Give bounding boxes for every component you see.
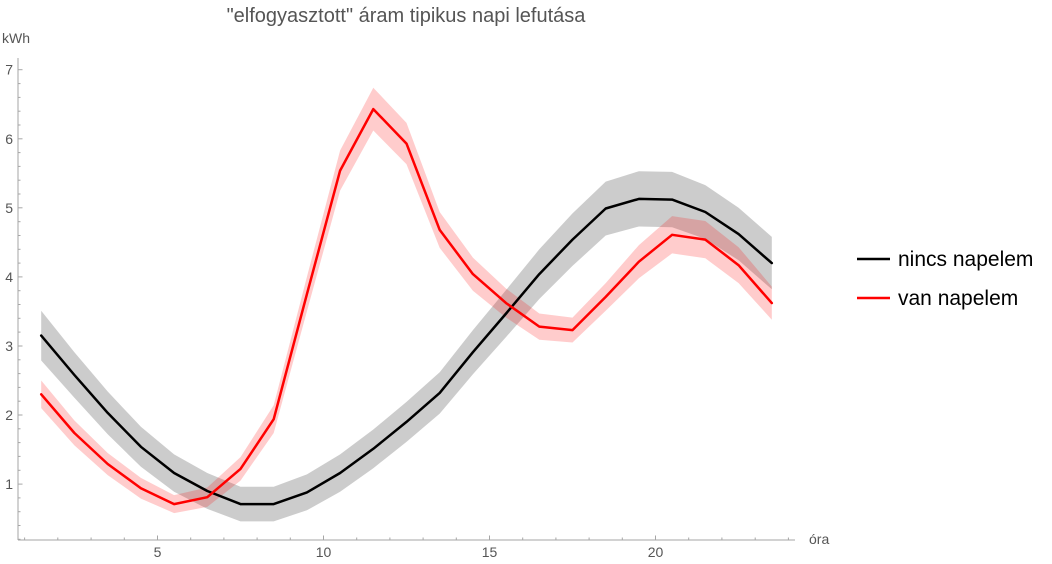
y-tick-label: 3 — [5, 338, 13, 354]
x-tick-label: 10 — [316, 544, 332, 560]
axis-ticks: 1 2 3 4 5 6 7 5 10 15 20 — [5, 62, 789, 560]
chart-title: "elfogyasztott" áram tipikus napi lefutá… — [227, 5, 587, 27]
confidence-bands — [41, 87, 772, 522]
series-line-nincs-napelem — [39, 197, 774, 506]
confidence-band-nincs-napelem — [41, 171, 772, 522]
legend: nincs napelem van napelem — [857, 248, 1033, 310]
legend-label-van-napelem: van napelem — [898, 287, 1018, 310]
series-lines — [39, 107, 774, 506]
series-line-van-napelem — [39, 107, 774, 506]
legend-label-nincs-napelem: nincs napelem — [898, 248, 1033, 271]
y-tick-label: 7 — [5, 62, 13, 78]
y-tick-label: 2 — [5, 407, 13, 423]
x-tick-label: 20 — [648, 544, 664, 560]
legend-item-van-napelem: van napelem — [857, 287, 1018, 310]
y-tick-label: 5 — [5, 200, 13, 216]
y-axis-label: kWh — [2, 30, 30, 46]
x-tick-label: 15 — [482, 544, 498, 560]
x-tick-label: 5 — [154, 544, 162, 560]
y-tick-label: 6 — [5, 131, 13, 147]
y-tick-label: 4 — [5, 269, 13, 285]
legend-item-nincs-napelem: nincs napelem — [857, 248, 1033, 271]
confidence-band-van-napelem — [41, 87, 772, 514]
y-tick-label: 1 — [5, 476, 13, 492]
x-axis-label: óra — [809, 531, 829, 547]
